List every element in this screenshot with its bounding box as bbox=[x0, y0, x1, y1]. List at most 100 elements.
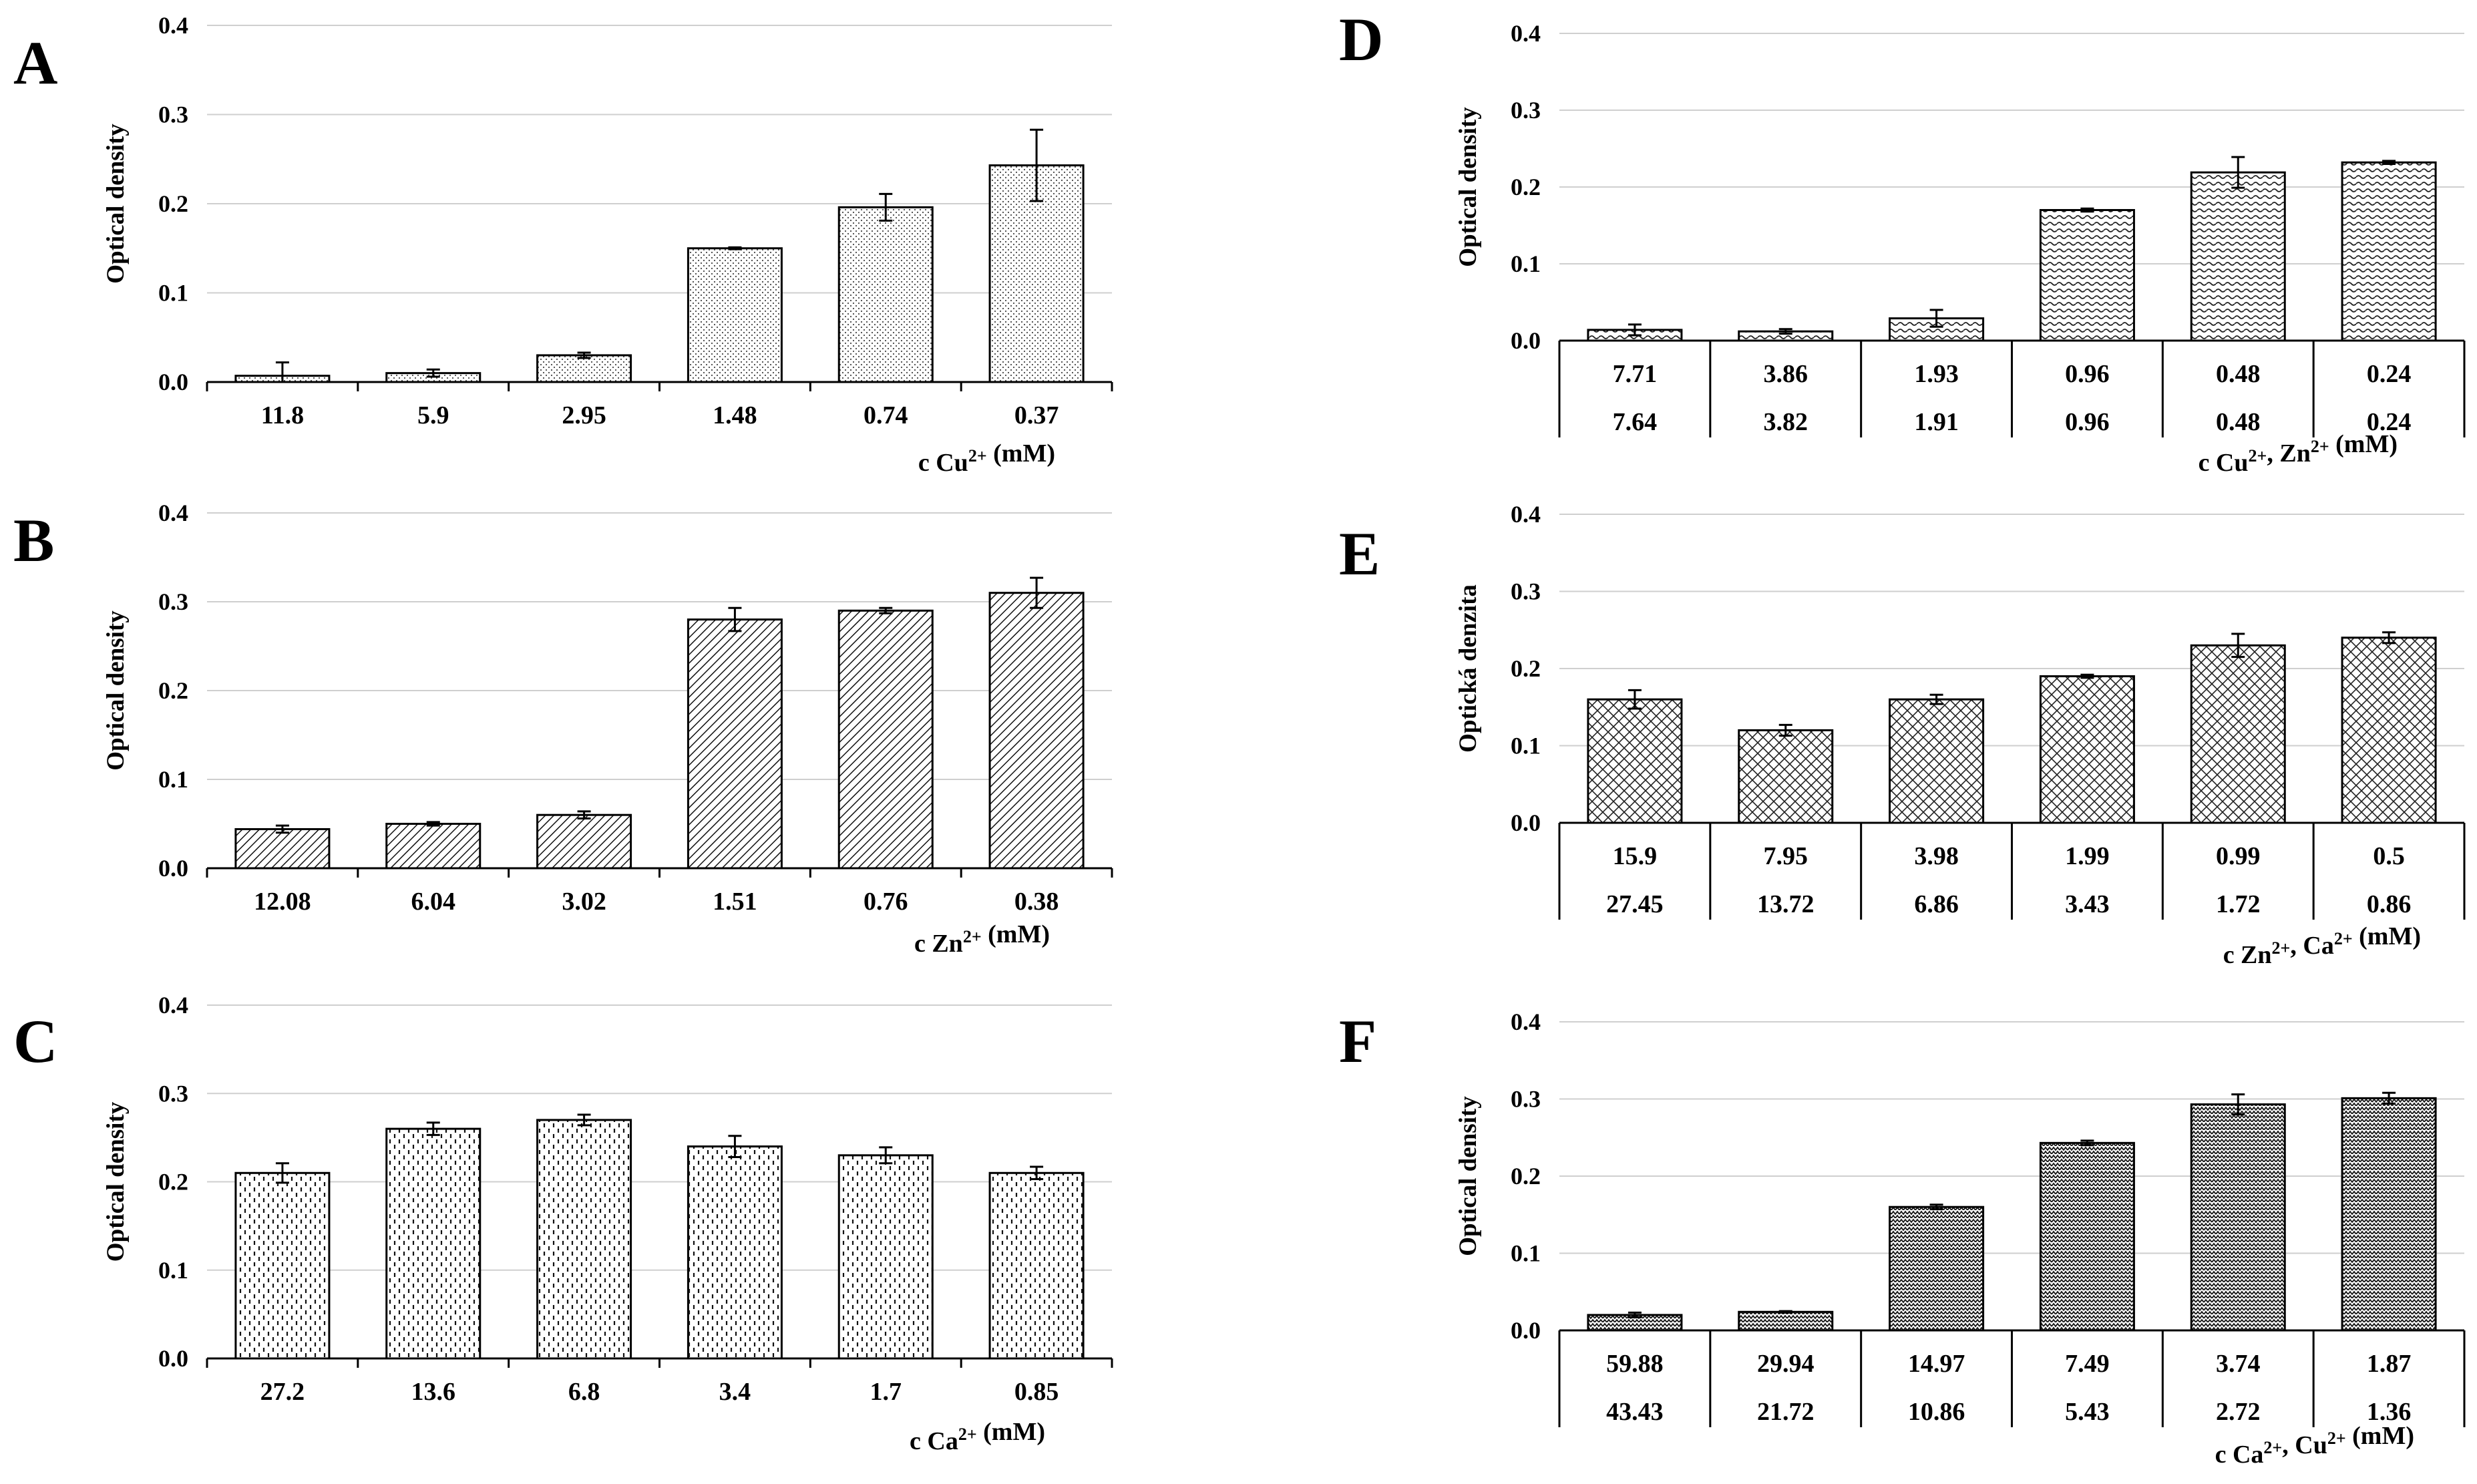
panel-A: A 0.0 0.1 0.2 0.3 0.4 Optical density 11.8 5.9 2.… bbox=[13, 12, 1113, 477]
y-tick-label: 0.3 bbox=[1511, 97, 1541, 124]
y-tick-label: 0.4 bbox=[1511, 501, 1541, 528]
x-tick-label: 0.99 bbox=[2216, 842, 2261, 870]
x-tick-label-row2: 1.72 bbox=[2216, 890, 2261, 918]
x-tick-label: 0.5 bbox=[2373, 842, 2405, 870]
panel-letter: C bbox=[13, 1007, 57, 1075]
panel-C: C 0.0 0.1 0.2 0.3 0.4 Optical density 27.2 13.6 6… bbox=[13, 992, 1113, 1455]
y-tick-label: 0.4 bbox=[158, 12, 188, 39]
panel-D: D 0.0 0.1 0.2 0.3 0.4 Optical density 7.71 3.86 1… bbox=[1339, 5, 2466, 477]
bar bbox=[536, 354, 632, 383]
bar bbox=[1738, 1310, 1834, 1332]
bar bbox=[2039, 209, 2135, 342]
y-tick-label: 0.1 bbox=[1511, 250, 1541, 277]
y-axis-label: Optical density bbox=[1455, 107, 1482, 267]
panel-letter: A bbox=[13, 29, 57, 97]
x-tick-label-row2: 1.36 bbox=[2367, 1398, 2412, 1426]
x-tick-label: 1.51 bbox=[713, 888, 757, 916]
x-tick-label: 3.74 bbox=[2216, 1350, 2261, 1378]
bar bbox=[1889, 698, 1985, 824]
panel-letter: F bbox=[1339, 1007, 1376, 1075]
panel-E: E 0.0 0.1 0.2 0.3 0.4 Optická denzita 15.9 7.95 3… bbox=[1339, 501, 2466, 969]
x-tick-label-row2: 6.86 bbox=[1914, 890, 1959, 918]
y-tick-label: 0.1 bbox=[158, 280, 188, 307]
y-tick-label: 0.0 bbox=[1511, 1317, 1541, 1344]
y-tick-label: 0.1 bbox=[1511, 733, 1541, 759]
bar bbox=[687, 618, 783, 870]
y-axis-label: Optical density bbox=[1455, 1096, 1482, 1256]
x-tick-label: 7.71 bbox=[1613, 360, 1658, 388]
y-tick-label: 0.2 bbox=[158, 677, 188, 704]
x-tick-label: 0.48 bbox=[2216, 360, 2261, 388]
bar bbox=[2039, 675, 2135, 824]
x-tick-label: 0.74 bbox=[864, 401, 908, 429]
x-axis-label: c Ca2+, Cu2+ (mM) bbox=[2215, 1422, 2414, 1469]
x-tick-label: 15.9 bbox=[1613, 842, 1658, 870]
x-tick-label-row2: 0.86 bbox=[2367, 890, 2412, 918]
x-tick-label: 1.48 bbox=[713, 401, 757, 429]
x-axis-label: c Zn2+ (mM) bbox=[914, 920, 1050, 958]
x-tick-label: 13.6 bbox=[411, 1378, 456, 1406]
x-tick-label: 0.85 bbox=[1014, 1378, 1059, 1406]
bar bbox=[837, 1154, 934, 1360]
bar bbox=[1587, 698, 1683, 824]
y-axis-label: Optická denzita bbox=[1455, 584, 1482, 753]
x-tick-label-row2: 27.45 bbox=[1606, 890, 1664, 918]
x-tick-label: 1.93 bbox=[1914, 360, 1959, 388]
y-tick-label: 0.3 bbox=[158, 102, 188, 128]
x-tick-label: 3.86 bbox=[1764, 360, 1808, 388]
panel-F: F 0.0 0.1 0.2 0.3 0.4 Optical density 59.88 29.9… bbox=[1339, 1007, 2466, 1469]
x-tick-label-row2: 3.82 bbox=[1764, 408, 1808, 436]
x-tick-label: 27.2 bbox=[260, 1378, 305, 1406]
y-tick-label: 0.0 bbox=[158, 1345, 188, 1372]
y-tick-label: 0.4 bbox=[158, 500, 188, 526]
bar bbox=[2341, 1097, 2437, 1332]
x-tick-label: 6.8 bbox=[568, 1378, 600, 1406]
bar bbox=[2190, 644, 2286, 824]
panel-B: B 0.0 0.1 0.2 0.3 0.4 Optical density 12.08 6.04… bbox=[13, 500, 1113, 958]
bar bbox=[2039, 1141, 2135, 1332]
y-tick-label: 0.2 bbox=[158, 1169, 188, 1195]
bar bbox=[536, 813, 632, 870]
y-tick-label: 0.1 bbox=[158, 1257, 188, 1284]
x-tick-label: 3.4 bbox=[719, 1378, 751, 1406]
x-tick-label-row2: 10.86 bbox=[1908, 1398, 1965, 1426]
x-tick-label: 3.02 bbox=[562, 888, 606, 916]
bar bbox=[1889, 1205, 1985, 1332]
y-tick-label: 0.3 bbox=[158, 1080, 188, 1107]
bar bbox=[988, 592, 1085, 870]
x-tick-label: 0.38 bbox=[1014, 888, 1059, 916]
y-axis-label: Optical density bbox=[102, 1101, 130, 1262]
x-tick-label: 0.24 bbox=[2367, 360, 2412, 388]
y-tick-label: 0.0 bbox=[1511, 809, 1541, 836]
x-tick-label-row2: 0.96 bbox=[2065, 408, 2110, 436]
bar bbox=[536, 1119, 632, 1360]
x-tick-label: 1.87 bbox=[2367, 1350, 2412, 1378]
x-tick-label: 1.7 bbox=[870, 1378, 902, 1406]
x-tick-label: 12.08 bbox=[254, 888, 311, 916]
x-tick-label-row2: 3.43 bbox=[2065, 890, 2110, 918]
bar bbox=[2190, 1103, 2286, 1332]
bar bbox=[2341, 636, 2437, 824]
x-tick-label: 7.49 bbox=[2065, 1350, 2110, 1378]
y-tick-label: 0.1 bbox=[158, 766, 188, 793]
y-tick-label: 0.2 bbox=[1511, 655, 1541, 682]
x-tick-label: 59.88 bbox=[1606, 1350, 1664, 1378]
bar bbox=[687, 1145, 783, 1360]
bar bbox=[234, 1171, 331, 1360]
y-tick-label: 0.4 bbox=[1511, 1008, 1541, 1035]
x-tick-label: 11.8 bbox=[261, 401, 304, 429]
bar bbox=[385, 1127, 482, 1360]
bar bbox=[2190, 171, 2286, 342]
x-tick-label-row2: 5.43 bbox=[2065, 1398, 2110, 1426]
y-tick-label: 0.1 bbox=[1511, 1240, 1541, 1267]
y-tick-label: 0.4 bbox=[158, 992, 188, 1018]
x-tick-label-row2: 7.64 bbox=[1613, 408, 1658, 436]
bar bbox=[837, 206, 934, 383]
panel-letter: D bbox=[1339, 5, 1383, 73]
bar bbox=[988, 1171, 1085, 1360]
y-tick-label: 0.3 bbox=[158, 588, 188, 615]
x-axis-label: c Cu2+, Zn2+ (mM) bbox=[2199, 430, 2398, 477]
x-axis-label: c Zn2+, Ca2+ (mM) bbox=[2223, 922, 2421, 969]
y-axis-label: Optical density bbox=[102, 610, 130, 771]
